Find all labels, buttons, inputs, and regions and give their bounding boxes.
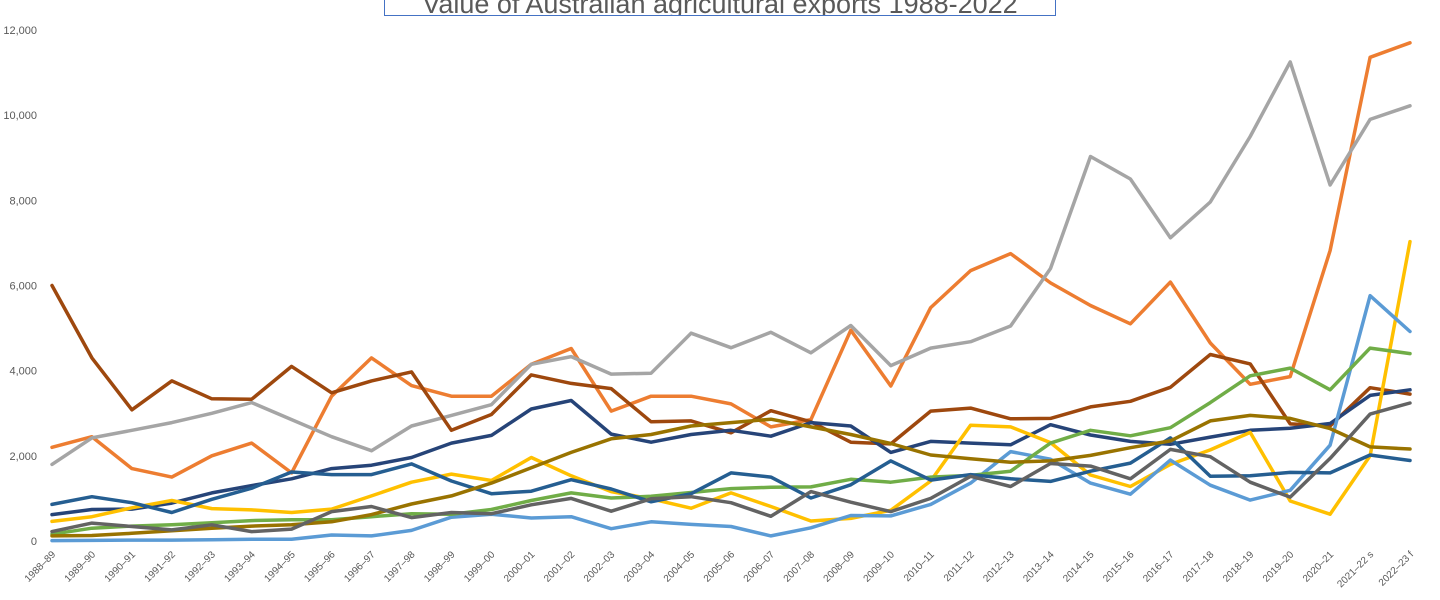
chart-title: Value of Australian agricultural exports… — [384, 0, 1056, 16]
x-tick-label: 2005–06 — [702, 549, 738, 585]
x-tick-label: 1997–98 — [382, 549, 418, 585]
x-tick-label: 2006–07 — [742, 549, 778, 585]
x-tick-label: 2011–12 — [942, 549, 977, 584]
series-line-9 — [50, 413, 1412, 538]
y-tick-label: 10,000 — [3, 110, 37, 122]
x-tick-label: 2021–22 s — [1335, 549, 1376, 590]
series-line-7 — [50, 346, 1412, 536]
x-tick-label: 1994–95 — [262, 549, 298, 585]
x-tick-label: 2017–18 — [1181, 549, 1217, 585]
x-tick-label: 1998–99 — [422, 549, 458, 585]
x-tick-label: 1999–00 — [462, 549, 498, 585]
y-tick-label: 0 — [31, 536, 37, 548]
y-tick-label: 2,000 — [9, 451, 37, 463]
x-tick-label: 2019–20 — [1261, 549, 1297, 585]
x-tick-label: 2016–17 — [1141, 549, 1177, 585]
x-tick-label: 2001–02 — [542, 549, 578, 585]
x-tick-label: 1991–92 — [143, 549, 179, 585]
series-line-1 — [50, 41, 1412, 479]
x-axis-ticks: 1988–89 1989–90 1990–91 1991–92 1992–93 1993–… — [23, 549, 1416, 590]
x-tick-label: 2002–03 — [582, 549, 618, 585]
x-tick-label: 2007–08 — [782, 549, 818, 585]
x-tick-label: 1995–96 — [302, 549, 338, 585]
y-tick-label: 4,000 — [9, 366, 37, 378]
series-line-10 — [50, 401, 1412, 534]
series-line-2 — [50, 60, 1412, 467]
x-tick-label: 2020–21 — [1301, 549, 1337, 585]
x-tick-label: 1993–94 — [223, 549, 259, 585]
x-tick-label: 2014–15 — [1061, 549, 1097, 585]
x-tick-label: 1989–90 — [63, 549, 99, 585]
series-line-4 — [50, 388, 1412, 517]
y-axis-ticks: 0 2,000 4,000 6,000 8,000 10,000 12,000 — [3, 25, 37, 548]
x-tick-label: 2018–19 — [1221, 549, 1257, 585]
x-tick-label: 2000–01 — [502, 549, 538, 585]
x-tick-label: 1996–97 — [342, 549, 378, 585]
series-line-5 — [50, 239, 1412, 524]
y-tick-label: 8,000 — [9, 195, 37, 207]
x-tick-label: 2004–05 — [662, 549, 698, 585]
series-line-3 — [50, 283, 1412, 446]
x-tick-label: 2008–09 — [822, 549, 858, 585]
y-tick-label: 12,000 — [3, 25, 37, 37]
y-tick-label: 6,000 — [9, 281, 37, 293]
x-tick-label: 1988–89 — [23, 549, 59, 585]
x-tick-label: 2022–23 f — [1377, 549, 1416, 588]
x-tick-label: 2010–11 — [902, 549, 937, 584]
x-tick-label: 2013–14 — [1021, 549, 1057, 585]
x-tick-label: 1990–91 — [103, 549, 139, 585]
x-tick-label: 2015–16 — [1101, 549, 1137, 585]
x-tick-label: 2012–13 — [981, 549, 1017, 585]
series-line-6 — [50, 293, 1412, 543]
x-tick-label: 1992–93 — [183, 549, 219, 585]
series-layer — [50, 41, 1412, 543]
x-tick-label: 2009–10 — [862, 549, 898, 585]
x-tick-label: 2003–04 — [622, 549, 658, 585]
